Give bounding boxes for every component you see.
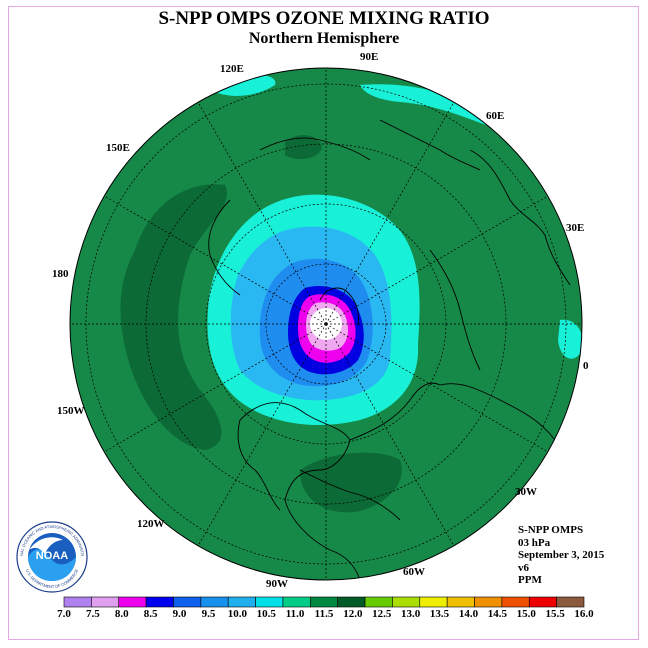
dark-green-patch-north: [285, 135, 322, 160]
info-level: 03 hPa: [518, 536, 551, 549]
dark-green-patch-atlantic: [300, 452, 402, 513]
lon-label-120w: 120W: [137, 518, 165, 530]
colorbar-tick-label: 12.5: [372, 608, 392, 620]
lon-label-150e: 150E: [106, 142, 130, 154]
lon-label-90e: 90E: [360, 51, 379, 63]
cyan-edge-northeast: [360, 84, 500, 130]
colorbar-tick-label: 10.0: [227, 608, 247, 620]
colorbar-tick-label: 16.0: [574, 608, 594, 620]
colorbar-tick-label: 14.5: [487, 608, 507, 620]
colorbar-tick-label: 10.5: [256, 608, 276, 620]
colorbar-tick-label: 7.0: [57, 608, 71, 620]
map-subtitle: Northern Hemisphere: [248, 30, 400, 47]
colorbar-tick-label: 8.0: [114, 608, 129, 620]
logo-wordmark: NOAA: [36, 550, 68, 562]
lon-label-120e: 120E: [220, 63, 244, 75]
info-units: PPM: [518, 574, 542, 586]
colorbar-tick-label: 13.5: [429, 608, 450, 620]
info-instrument: S-NPP OMPS: [518, 524, 584, 536]
info-version: v6: [518, 561, 529, 574]
info-block: S-NPP OMPS 03 hPa September 3, 2015 v6 P…: [518, 524, 604, 587]
noaa-logo: NOAA NATIONAL OCEANIC AND ATMOSPHERIC AD…: [15, 520, 88, 593]
coastlines: [208, 119, 571, 580]
dark-green-band-west: [120, 184, 227, 450]
figure-frame: [8, 6, 639, 640]
colorbar-tick-label: 11.0: [285, 608, 305, 620]
lon-label-150w: 150W: [57, 405, 85, 417]
lon-label-0: 0: [583, 360, 589, 372]
colorbar-tick-label: 15.5: [545, 608, 565, 620]
map-title: S-NPP OMPS OZONE MIXING RATIO: [158, 8, 490, 29]
colorbar-tick-label: 7.5: [86, 608, 100, 620]
cyan-edge-north: [215, 75, 276, 96]
lon-label-180: 180: [52, 268, 69, 280]
colorbar-tick-label: 8.5: [143, 608, 158, 620]
colorbar-tick-label: 11.5: [314, 608, 334, 620]
lon-label-30w: 30W: [515, 486, 537, 498]
ozone-field: [70, 68, 582, 580]
cyan-edge-east: [558, 319, 582, 359]
lon-label-60w: 60W: [403, 566, 425, 578]
colorbar-tick-label: 13.0: [401, 608, 421, 620]
colorbar-tick-label: 15.0: [516, 608, 536, 620]
map-boundary: [69, 67, 583, 581]
colorbar-tick-label: 14.0: [458, 608, 479, 620]
lon-label-90w: 90W: [266, 578, 288, 590]
colorbar-tick-label: 12.0: [343, 608, 363, 620]
lon-label-60e: 60E: [486, 110, 505, 122]
info-date: September 3, 2015: [518, 549, 605, 561]
colorbar-tick-label: 9.0: [172, 608, 187, 620]
lon-label-30e: 30E: [566, 222, 585, 234]
graticule: [70, 68, 582, 580]
colorbar-tick-label: 9.5: [201, 608, 216, 620]
